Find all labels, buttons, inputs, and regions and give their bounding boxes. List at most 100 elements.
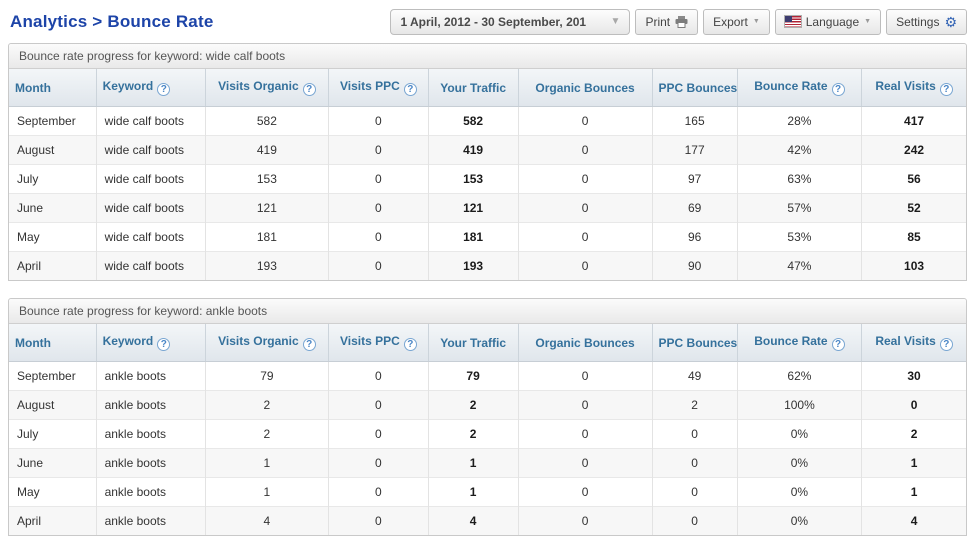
cell-organic-bounces: 0	[517, 106, 653, 136]
cell-bounce-rate: 0%	[736, 448, 862, 478]
table-row: September wide calf boots 582 0 582 0 165 28% 41…	[9, 106, 966, 136]
cell-visits-organic: 2	[204, 390, 329, 420]
print-button[interactable]: Print	[635, 8, 699, 35]
help-icon[interactable]: ?	[157, 338, 171, 351]
column-header-label: Organic Bounces	[535, 80, 635, 95]
cell-month: June	[9, 448, 97, 478]
column-header-bounce-rate: Bounce Rate?	[736, 69, 862, 107]
cell-keyword: wide calf boots	[95, 251, 206, 280]
column-header-label: Month	[15, 335, 51, 350]
cell-ppc-bounces: 2	[651, 390, 738, 420]
cell-your-traffic: 121	[427, 193, 519, 223]
column-header-label: Your Traffic	[440, 80, 506, 95]
cell-visits-organic: 193	[204, 251, 329, 280]
cell-ppc-bounces: 69	[651, 193, 738, 223]
table-row: April ankle boots 4 0 4 0 0 0% 4	[9, 506, 966, 535]
cell-keyword: ankle boots	[95, 361, 206, 391]
column-header-label: Real Visits	[875, 334, 936, 348]
help-icon[interactable]: ?	[403, 338, 417, 351]
table-row: June ankle boots 1 0 1 0 0 0% 1	[9, 448, 966, 478]
table-row: April wide calf boots 193 0 193 0 90 47% 103	[9, 251, 966, 280]
cell-ppc-bounces: 97	[651, 164, 738, 194]
topbar: Analytics > Bounce Rate 1 April, 2012 - …	[0, 0, 975, 43]
column-header-organic-bounces: Organic Bounces	[517, 69, 653, 107]
help-icon[interactable]: ?	[939, 83, 953, 96]
settings-button[interactable]: Settings ⚙	[886, 8, 967, 35]
help-icon[interactable]: ?	[302, 338, 316, 351]
column-header-month: Month	[9, 69, 97, 107]
help-icon[interactable]: ?	[939, 338, 953, 351]
cell-keyword: wide calf boots	[95, 193, 206, 223]
cell-real-visits: 56	[861, 164, 966, 194]
column-header-label: Visits Organic	[218, 79, 299, 93]
cell-bounce-rate: 100%	[736, 390, 862, 420]
cell-month: September	[17, 369, 76, 383]
cell-bounce-rate: 62%	[736, 361, 862, 391]
cell-bounce-rate: 28%	[736, 106, 862, 136]
date-range-selector[interactable]: 1 April, 2012 - 30 September, 201 ▼	[390, 8, 631, 35]
cell-visits-organic: 2	[204, 419, 329, 449]
help-icon[interactable]: ?	[831, 338, 845, 351]
column-header-label: PPC Bounces	[658, 80, 738, 95]
table-row: May wide calf boots 181 0 181 0 96 53% 85	[9, 222, 966, 252]
cell-real-visits: 1	[861, 448, 966, 478]
cell-keyword: wide calf boots	[95, 164, 206, 194]
cell-visits-ppc: 0	[328, 361, 429, 391]
breadcrumb: Analytics > Bounce Rate	[10, 11, 214, 31]
cell-your-traffic: 181	[427, 222, 519, 252]
cell-your-traffic: 419	[427, 135, 519, 165]
cell-organic-bounces: 0	[517, 361, 653, 391]
help-icon[interactable]: ?	[302, 83, 316, 96]
table-row: August ankle boots 2 0 2 0 2 100% 0	[9, 390, 966, 420]
cell-bounce-rate: 47%	[736, 251, 862, 280]
cell-visits-organic: 79	[204, 361, 329, 391]
cell-keyword: wide calf boots	[95, 222, 206, 252]
settings-label: Settings	[896, 14, 940, 29]
language-button[interactable]: Language ▼	[774, 8, 882, 35]
cell-your-traffic: 582	[427, 106, 519, 136]
column-header-bounce-rate: Bounce Rate?	[736, 324, 862, 362]
cell-real-visits: 30	[861, 361, 966, 391]
language-label: Language	[805, 14, 860, 29]
help-icon[interactable]: ?	[403, 83, 417, 96]
chevron-down-icon: ▼	[752, 18, 760, 25]
cell-visits-organic: 1	[204, 477, 329, 507]
table-row: June wide calf boots 121 0 121 0 69 57% 52	[9, 193, 966, 223]
export-label: Export	[713, 14, 748, 29]
cell-month: June	[9, 193, 97, 223]
cell-month: August	[9, 135, 97, 165]
column-header-label: Your Traffic	[440, 335, 506, 350]
cell-organic-bounces: 0	[517, 448, 653, 478]
column-header-label: PPC Bounces	[658, 335, 738, 350]
bounce-table: Month Keyword? Visits Organic? Visits PPC? Y…	[9, 69, 966, 280]
cell-real-visits: 1	[861, 477, 966, 507]
column-header-your-traffic: Your Traffic	[427, 324, 519, 362]
cell-ppc-bounces: 0	[651, 448, 738, 478]
column-header-label: Bounce Rate	[754, 79, 828, 93]
cell-visits-ppc: 0	[328, 390, 429, 420]
column-header-label: Visits Organic	[218, 334, 299, 348]
export-button[interactable]: Export ▼	[703, 8, 770, 35]
toolbar: 1 April, 2012 - 30 September, 201 ▼ Prin…	[390, 8, 967, 35]
date-range-label: 1 April, 2012 - 30 September, 201	[400, 14, 587, 29]
cell-real-visits: 417	[861, 106, 966, 136]
cell-bounce-rate: 0%	[736, 419, 862, 449]
cell-bounce-rate: 53%	[736, 222, 862, 252]
table-row: July wide calf boots 153 0 153 0 97 63% 56	[9, 164, 966, 194]
cell-your-traffic: 79	[427, 361, 519, 391]
table-row: May ankle boots 1 0 1 0 0 0% 1	[9, 477, 966, 507]
cell-organic-bounces: 0	[517, 222, 653, 252]
cell-visits-organic: 1	[204, 448, 329, 478]
cell-visits-ppc: 0	[328, 506, 429, 535]
table-row: July ankle boots 2 0 2 0 0 0% 2	[9, 419, 966, 449]
report-tables: Bounce rate progress for keyword: wide c…	[0, 43, 975, 536]
cell-organic-bounces: 0	[517, 419, 653, 449]
cell-your-traffic: 2	[427, 419, 519, 449]
cell-visits-ppc: 0	[328, 222, 429, 252]
help-icon[interactable]: ?	[157, 83, 171, 96]
cell-bounce-rate: 0%	[736, 477, 862, 507]
cell-visits-ppc: 0	[328, 251, 429, 280]
help-icon[interactable]: ?	[831, 83, 845, 96]
column-header-visits-organic: Visits Organic?	[204, 324, 329, 362]
column-header-keyword: Keyword?	[95, 69, 206, 107]
